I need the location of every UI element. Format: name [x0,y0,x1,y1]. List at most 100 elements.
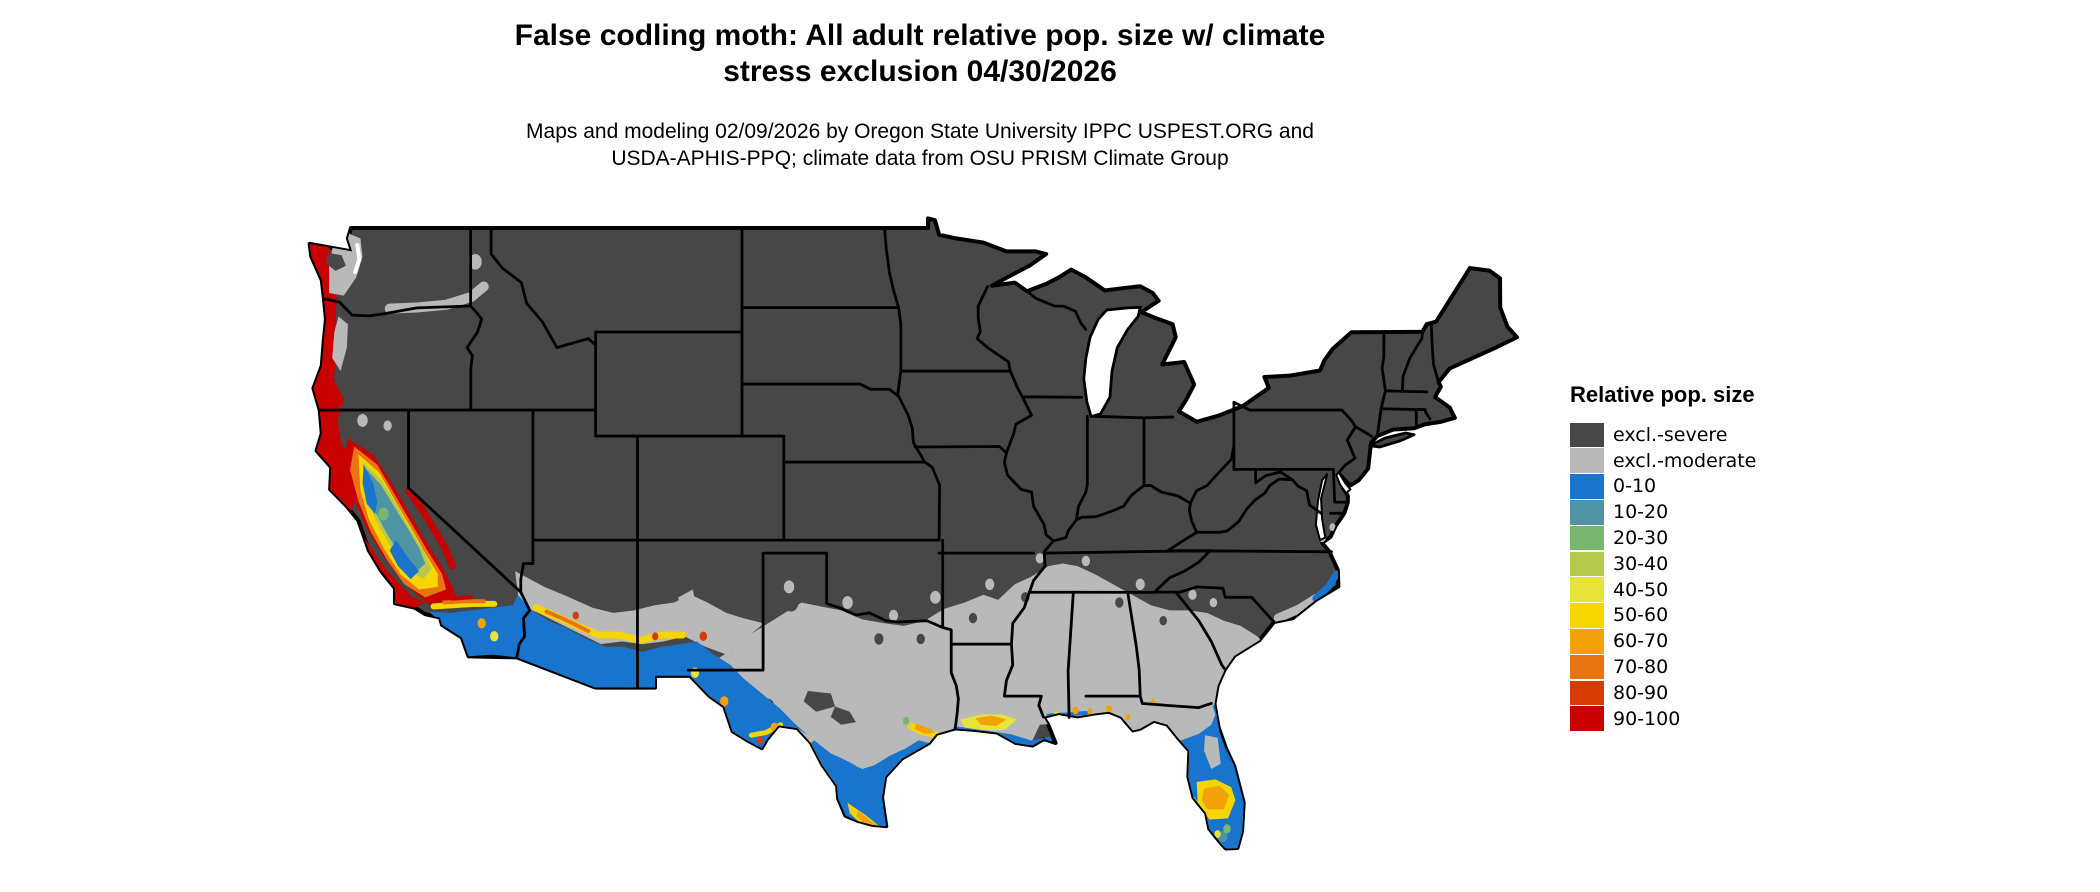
map-region-wtx-60-70 [720,696,729,707]
map-region-sierra-east-90-100 [409,491,453,566]
legend-label: 90-100 [1613,707,1681,730]
legend-title: Relative pop. size [1570,382,1755,407]
map-subtitle: Maps and modeling 02/09/2026 by Oregon S… [300,118,1540,172]
map-region-ca-valley-ring-10-20 [364,467,426,572]
map-region-palmsprings-60-70 [477,618,486,629]
map-region-sw-80-90-spot [572,611,579,620]
map-region-keys-0-10b [1222,856,1227,862]
map-region-flpan-60-70 [1105,705,1113,714]
map-region-pacific-coast-90-100 [309,243,426,608]
legend-swatch-20-30 [1570,525,1604,551]
map-region-pensacola-60-70 [1087,708,1093,715]
long-island [1370,433,1414,447]
map-speckles-severe [874,592,1167,645]
legend-swatch-30-40 [1570,551,1604,577]
legend-swatch-excl-moderate [1570,448,1604,473]
legend-label: 10-20 [1613,501,1669,524]
conus-map-svg [304,215,1527,873]
lake-michigan [1084,307,1140,416]
legend-swatch-40-50 [1570,577,1604,602]
legend-label: 80-90 [1613,681,1669,704]
map-region-flpan-60-70b [1125,713,1131,721]
map-region-mobile-60-70 [1072,706,1079,715]
map-title: False codling moth: All adult relative p… [300,18,1540,90]
map-region-sanjoaquin-valley-0-10 [389,540,419,580]
map-region-willamette-moderate [332,316,348,372]
map-speckles-moderate [783,523,1336,622]
legend-row: 10-20 [1570,499,1756,525]
legend-row: excl.-moderate [1570,448,1756,474]
map-region-necal-moderate-spot [357,413,368,427]
map-region-sacramento-valley-0-10 [362,464,378,515]
map-region-houston-60-70 [914,723,936,734]
legend-row: 30-40 [1570,551,1756,577]
conus-map [304,215,1527,873]
map-region-idaho-moderate-spot [469,254,482,270]
map-region-fl-tip-20-30 [1223,824,1231,834]
map-region-rgv-60-70 [855,810,879,827]
map-region-nc-coast-moderate [1278,599,1316,619]
legend-row: 50-60 [1570,603,1756,629]
legend-swatch-80-90 [1570,680,1604,706]
legend-label: 20-30 [1613,527,1669,550]
legend-row: 0-10 [1570,474,1756,500]
legend-label: 40-50 [1613,578,1669,601]
legend-row: 70-80 [1570,654,1756,680]
map-legend: Relative pop. size excl.-severe excl.-mo… [1570,382,1756,732]
map-region-sw-fringe-70-80 [547,612,589,632]
legend-row: 20-30 [1570,525,1756,551]
map-region-la-coast-60-70 [975,715,1007,727]
delaware-bay [1336,472,1350,493]
legend-swatch-50-60 [1570,603,1604,628]
map-region-fl-ridge-moderate [1204,735,1221,769]
legend-label: excl.-severe [1613,423,1728,446]
map-region-bigbend-80-90 [756,736,763,745]
legend-row: 80-90 [1570,680,1756,706]
legend-label: 0-10 [1613,475,1657,498]
map-region-socal-mtns-90-100 [452,597,471,598]
legend-label: 30-40 [1613,552,1669,575]
legend-label: excl.-moderate [1613,449,1757,472]
map-region-keys-0-10d [1204,860,1210,867]
chesapeake-bay [1316,474,1327,540]
legend-label: 70-80 [1613,656,1669,679]
map-region-socal-desert-0-10 [429,594,525,658]
map-region-houston-20-30-spot [902,716,910,725]
legend-row: 90-100 [1570,706,1756,732]
puget-sound-water [355,245,359,272]
legend-swatch-excl-severe [1570,422,1604,448]
map-region-olympics-severe [325,252,346,271]
map-region-ca-valley-20-30-spot [378,507,389,521]
map-region-imperial-40-50 [490,631,499,642]
map-region-socal-foothills-50-60 [434,604,495,607]
map-region-nm-riogrande-moderate [678,589,698,621]
legend-swatch-90-100 [1570,706,1604,731]
state-borders [320,228,1439,728]
map-region-outer-banks-0-10 [1316,574,1337,599]
map-region-columbia-basin-moderate [390,287,484,309]
legend-swatch-60-70 [1570,629,1604,654]
map-region-fl-tip-40-50 [1214,830,1221,838]
map-region-keys-0-10c [1214,858,1219,864]
map-region-south-texas-0-10 [810,740,930,827]
legend-swatch-10-20 [1570,500,1604,525]
title-line-2: stress exclusion 04/30/2026 [723,55,1117,88]
map-region-stx-moderate-hole [852,749,868,768]
map-region-sw-desert-0-10 [516,594,808,749]
map-region-socal-foothills-70-80 [444,601,484,602]
map-region-necal-moderate-spot2 [383,420,392,431]
map-region-keys-0-10a [1230,850,1235,856]
map-region-okeechobee-60-70 [1201,785,1230,810]
subtitle-line-2: USDA-APHIS-PPQ; climate data from OSU PR… [611,147,1229,170]
legend-row: 40-50 [1570,577,1756,603]
subtitle-line-1: Maps and modeling 02/09/2026 by Oregon S… [526,120,1314,143]
map-region-sw-80-90-spot3 [699,631,708,642]
legend-row: excl.-severe [1570,422,1756,448]
legend-row: 60-70 [1570,628,1756,654]
title-line-1: False codling moth: All adult relative p… [514,19,1326,52]
legend-label: 60-70 [1613,630,1669,653]
map-region-conus-base-excl-severe [310,218,1517,848]
map-region-charleston-0-10 [1233,658,1240,666]
legend-swatch-0-10 [1570,474,1604,499]
